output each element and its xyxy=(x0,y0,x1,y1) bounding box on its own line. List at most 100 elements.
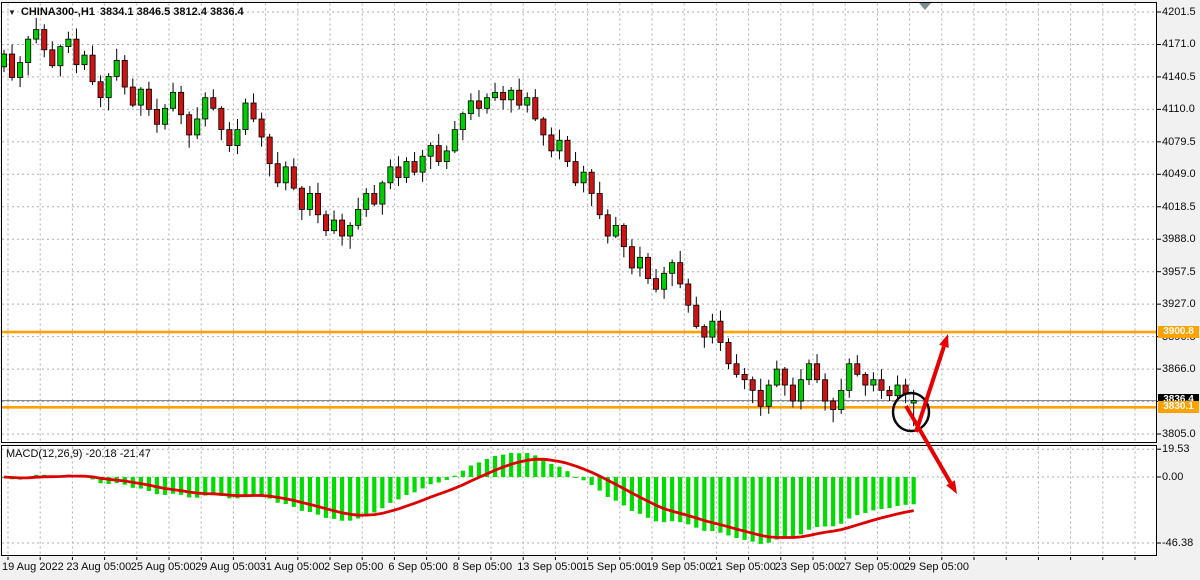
macd-histogram-bar xyxy=(219,477,224,496)
macd-histogram-bar xyxy=(742,477,747,540)
macd-histogram-bar xyxy=(323,477,329,518)
macd-histogram-bar xyxy=(484,458,490,477)
candle-body xyxy=(170,91,177,109)
candle-body xyxy=(379,182,386,205)
candle-body xyxy=(234,129,241,146)
candle-body xyxy=(773,368,780,386)
candle-body xyxy=(282,166,289,184)
macd-histogram-bar xyxy=(436,477,441,483)
macd-histogram-bar xyxy=(605,477,610,497)
candle-body xyxy=(661,272,668,290)
candle-body xyxy=(524,97,531,106)
candle-body xyxy=(516,89,523,106)
macd-histogram-bar xyxy=(823,477,828,527)
candle-body xyxy=(137,88,144,106)
candle-body xyxy=(395,166,402,178)
candle-body xyxy=(492,91,499,99)
candle-body xyxy=(620,224,627,248)
macd-histogram-bar xyxy=(806,477,812,530)
candle-body xyxy=(419,155,426,173)
candle-body xyxy=(363,193,370,210)
candle-body xyxy=(830,400,837,410)
macd-histogram-bar xyxy=(525,453,530,477)
macd-histogram-bar xyxy=(581,477,586,481)
annotation-arrow-shaft xyxy=(904,404,953,484)
macd-histogram-bar xyxy=(364,477,369,515)
macd-histogram-bar xyxy=(798,477,804,535)
macd-histogram-bar xyxy=(766,477,771,543)
macd-histogram-bar xyxy=(259,477,264,496)
candle-body xyxy=(161,107,168,125)
candle-body xyxy=(677,262,684,285)
candle-body xyxy=(693,304,700,327)
candle-body xyxy=(411,161,418,173)
symbol-dropdown-icon[interactable]: ▼ xyxy=(8,7,16,17)
candle-body xyxy=(218,107,225,131)
macd-histogram-bar xyxy=(299,477,304,511)
macd-histogram-bar xyxy=(726,477,731,536)
macd-histogram-bar xyxy=(879,477,884,509)
candle-body xyxy=(89,54,96,83)
macd-histogram-bar xyxy=(170,477,176,494)
macd-histogram-bar xyxy=(428,477,433,485)
macd-histogram-bar xyxy=(839,477,844,524)
candle-body xyxy=(789,384,796,402)
macd-histogram-bar xyxy=(597,477,602,491)
candle-body xyxy=(145,88,152,110)
candle-body xyxy=(500,91,507,101)
macd-histogram-bar xyxy=(758,477,763,544)
candle-body xyxy=(548,134,555,152)
candle-body xyxy=(757,389,764,407)
macd-histogram-bar xyxy=(291,477,296,507)
macd-histogram-bar xyxy=(533,455,538,477)
macd-histogram-bar xyxy=(710,477,715,532)
macd-histogram-bar xyxy=(871,477,876,511)
macd-histogram-bar xyxy=(855,477,860,516)
macd-histogram-bar xyxy=(444,477,449,480)
candle-body xyxy=(347,224,354,237)
macd-histogram-bar xyxy=(251,477,256,495)
candle-body xyxy=(331,219,338,232)
macd-histogram-bar xyxy=(662,477,667,523)
candle-body xyxy=(258,118,265,138)
candle-body xyxy=(290,166,297,189)
macd-histogram-bar xyxy=(831,477,836,527)
macd-histogram-bar xyxy=(420,477,425,489)
candle-body xyxy=(749,379,756,391)
candle-body xyxy=(653,278,660,290)
macd-histogram-bar xyxy=(782,477,787,538)
macd-histogram-bar xyxy=(340,477,345,521)
candle-body xyxy=(121,60,128,88)
macd-histogram-bar xyxy=(565,471,570,477)
macd-histogram-bar xyxy=(613,477,618,501)
candle-body xyxy=(886,389,893,397)
macd-histogram-bar xyxy=(267,477,272,499)
macd-histogram-bar xyxy=(356,477,361,519)
candle-body xyxy=(113,60,120,77)
macd-histogram-bar xyxy=(348,477,353,521)
candle-body xyxy=(25,38,32,63)
candle-body xyxy=(588,171,595,194)
candle-body xyxy=(475,100,482,109)
candle-body xyxy=(797,379,804,402)
macd-histogram-bar xyxy=(678,477,683,523)
macd-histogram-bar xyxy=(283,477,288,505)
macd-histogram-bar xyxy=(702,477,707,531)
candle-body xyxy=(604,214,611,237)
macd-histogram-bar xyxy=(187,477,192,498)
candle-body xyxy=(250,102,257,120)
candle-body xyxy=(194,118,201,136)
macd-histogram-bar xyxy=(452,475,457,477)
candle-body xyxy=(105,75,112,99)
candle-body xyxy=(741,373,748,381)
candle-body xyxy=(339,219,346,237)
candle-body xyxy=(387,166,394,184)
macd-histogram-bar xyxy=(774,477,779,540)
candle-body xyxy=(17,62,24,78)
macd-histogram-bar xyxy=(331,477,337,519)
candle-body xyxy=(612,224,619,237)
candle-body xyxy=(355,209,362,226)
candle-body xyxy=(572,161,579,184)
macd-histogram-bar xyxy=(203,477,208,496)
